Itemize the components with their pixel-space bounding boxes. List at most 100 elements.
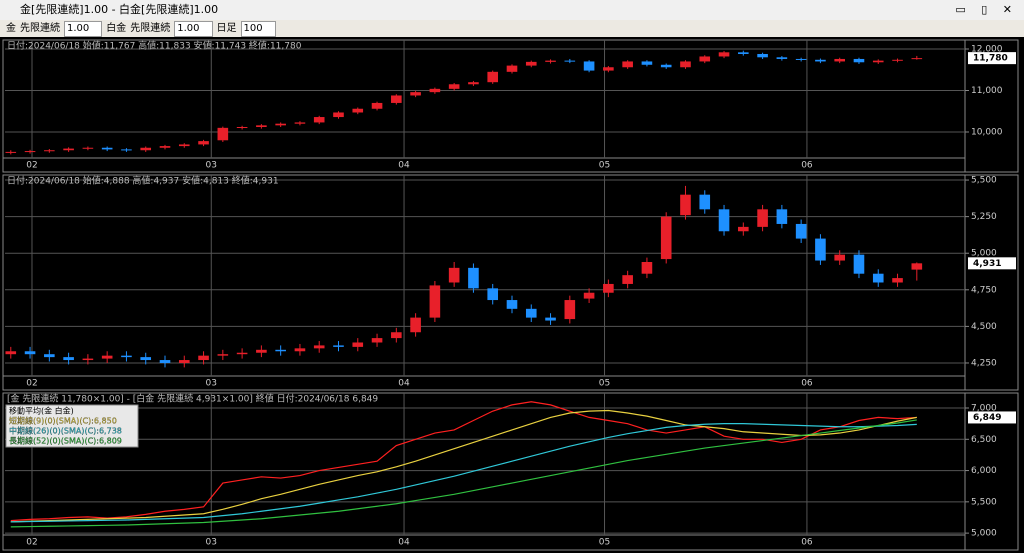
candle-body	[776, 209, 788, 224]
x-tick-label: 06	[801, 161, 813, 171]
legend-entry: 短期線(9)(0)(SMA)(C):6,850	[9, 416, 117, 426]
toolbar-item[interactable]: 白金	[106, 23, 127, 34]
series-line	[10, 419, 917, 528]
candle-body	[834, 58, 845, 62]
candle-body	[892, 59, 903, 61]
candle-body	[63, 148, 74, 151]
toolbar-item[interactable]: 金	[6, 23, 16, 34]
toolbar-item[interactable]: 1.00	[64, 21, 103, 37]
y-tick-label: 6,000	[971, 466, 997, 476]
candle-body	[429, 285, 441, 318]
candle-body	[294, 122, 306, 124]
candle-body	[178, 144, 190, 147]
y-tick-label: 6,500	[971, 435, 997, 445]
candle-body	[275, 349, 286, 352]
candle-body	[583, 61, 595, 71]
candle-body	[757, 209, 768, 227]
candle-body	[198, 355, 209, 361]
window-title: 金[先限連続]1.00 - 白金[先限連続]1.00	[20, 3, 219, 16]
candle-body	[352, 342, 364, 347]
candle-body	[101, 147, 113, 150]
candle-body	[313, 117, 325, 123]
candle-body	[622, 61, 633, 68]
legend: 移動平均(金 白金)短期線(9)(0)(SMA)(C):6,850中期線(26)…	[5, 404, 139, 448]
y-tick-label: 5,000	[971, 529, 997, 539]
candle-body	[217, 127, 229, 141]
candle-body	[410, 317, 421, 333]
candle-body	[410, 92, 421, 96]
candle-body	[468, 82, 479, 85]
y-tick-label: 5,250	[971, 212, 997, 222]
panel-frame	[2, 392, 1019, 551]
candle-body	[333, 345, 344, 347]
toolbar-item[interactable]: 日足	[216, 23, 237, 34]
candle-body	[699, 56, 711, 62]
candle-body	[101, 355, 113, 359]
toolbar-item[interactable]: 先限連続	[20, 23, 60, 34]
candle-body	[294, 348, 306, 352]
candle-body	[5, 351, 17, 355]
candle-body	[24, 351, 36, 355]
toolbar-item[interactable]: 先限連続	[130, 23, 171, 34]
candle-body	[506, 300, 518, 309]
candle-body	[757, 53, 768, 58]
candle-body	[82, 147, 94, 149]
candle-body	[525, 61, 537, 66]
candle-body	[872, 60, 884, 63]
last-price-label: 11,780	[973, 54, 1008, 64]
candle-body	[853, 254, 865, 274]
candle-body	[641, 61, 653, 65]
y-tick-label: 4,750	[971, 285, 997, 295]
y-tick-label: 10,000	[971, 127, 1003, 137]
candle-body	[680, 61, 691, 68]
candle-body	[468, 267, 479, 289]
candle-body	[121, 149, 132, 151]
y-tick-label: 12,000	[971, 45, 1003, 55]
last-price-box	[968, 411, 1016, 424]
candle-body	[545, 317, 556, 321]
window-buttons[interactable]: ▭ ▯ ✕	[955, 3, 1018, 16]
candle-body	[641, 262, 653, 274]
candle-body	[834, 254, 845, 261]
x-tick-label: 02	[26, 538, 37, 548]
legend-entry: 中期線(26)(0)(SMA)(C):6,738	[9, 426, 122, 436]
y-tick-label: 4,500	[971, 322, 997, 332]
candle-body	[583, 292, 595, 299]
candle-body	[24, 151, 36, 153]
y-tick-label: 5,500	[971, 176, 997, 186]
x-tick-label: 04	[398, 161, 410, 171]
y-tick-label: 5,000	[971, 249, 997, 259]
candle-body	[815, 59, 826, 62]
toolbar-item[interactable]: 100	[240, 21, 276, 37]
candle-body	[198, 141, 209, 145]
candle-body	[738, 52, 749, 54]
legend-box	[5, 404, 139, 448]
candle-body	[236, 127, 248, 129]
candle-body	[892, 278, 903, 283]
x-tick-label: 05	[599, 379, 610, 389]
candle-body	[815, 238, 826, 261]
x-tick-label: 05	[599, 161, 610, 171]
candle-body	[313, 345, 325, 349]
x-tick-label: 06	[801, 538, 813, 548]
candle-body	[121, 355, 132, 358]
candle-body	[911, 263, 923, 270]
candle-body	[391, 332, 402, 339]
toolbar-item[interactable]: 1.00	[174, 21, 213, 37]
legend-title: 移動平均(金 白金)	[9, 406, 74, 416]
candle-body	[660, 64, 672, 68]
candle-body	[718, 209, 730, 232]
candle-body	[429, 88, 441, 93]
x-tick-label: 04	[398, 379, 410, 389]
candle-body	[776, 57, 788, 59]
candle-body	[622, 275, 633, 284]
candle-body	[660, 216, 672, 260]
candle-body	[140, 357, 152, 361]
x-tick-label: 06	[801, 379, 813, 389]
x-tick-label: 02	[26, 379, 37, 389]
candle-body	[525, 308, 537, 318]
info-line: 日付:2024/06/18 始値:4,888 高値:4,937 安値:4,813…	[7, 175, 279, 187]
candle-body	[333, 112, 344, 118]
candle-body	[217, 354, 229, 356]
candle-body	[853, 58, 865, 63]
